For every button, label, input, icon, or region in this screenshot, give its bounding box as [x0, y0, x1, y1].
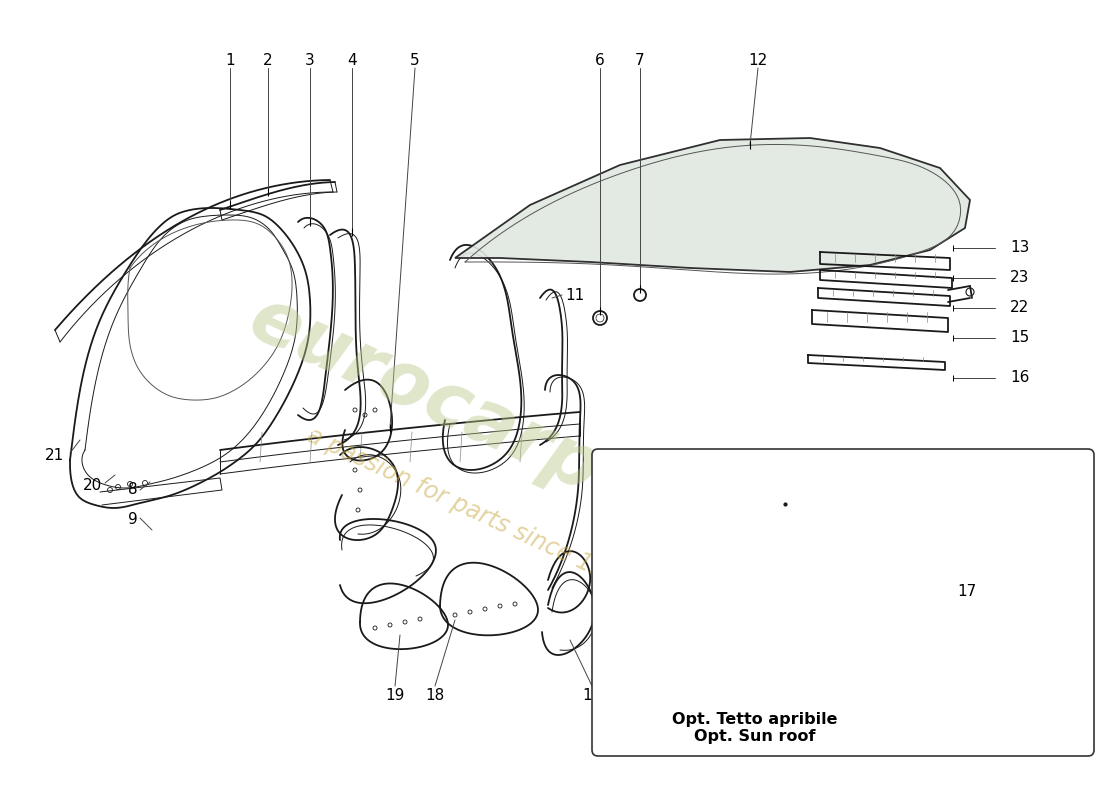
Text: 15: 15 — [1010, 330, 1030, 346]
Text: Opt. Tetto apribile
Opt. Sun roof: Opt. Tetto apribile Opt. Sun roof — [672, 712, 838, 744]
Text: a passion for parts since 1985: a passion for parts since 1985 — [304, 424, 637, 596]
Text: 23: 23 — [1010, 270, 1030, 286]
FancyBboxPatch shape — [592, 449, 1094, 756]
Text: 3: 3 — [305, 53, 315, 68]
Text: 16: 16 — [1010, 370, 1030, 386]
Text: 8: 8 — [129, 482, 138, 498]
Text: 12: 12 — [748, 53, 768, 68]
Polygon shape — [455, 138, 970, 272]
Text: 18: 18 — [426, 688, 444, 703]
Text: 6: 6 — [595, 53, 605, 68]
Text: eurocarparts: eurocarparts — [236, 282, 763, 578]
Text: 21: 21 — [45, 447, 65, 462]
Text: 22: 22 — [1010, 301, 1030, 315]
Text: 10: 10 — [582, 688, 602, 703]
Text: 7: 7 — [635, 53, 645, 68]
Text: 20: 20 — [82, 478, 101, 493]
Text: 17: 17 — [957, 585, 977, 599]
Text: 9: 9 — [129, 513, 138, 527]
Text: 19: 19 — [385, 688, 405, 703]
Text: 11: 11 — [565, 287, 584, 302]
Text: 2: 2 — [263, 53, 273, 68]
Text: 4: 4 — [348, 53, 356, 68]
Text: 13: 13 — [1010, 241, 1030, 255]
Text: 1: 1 — [226, 53, 234, 68]
Text: 5: 5 — [410, 53, 420, 68]
